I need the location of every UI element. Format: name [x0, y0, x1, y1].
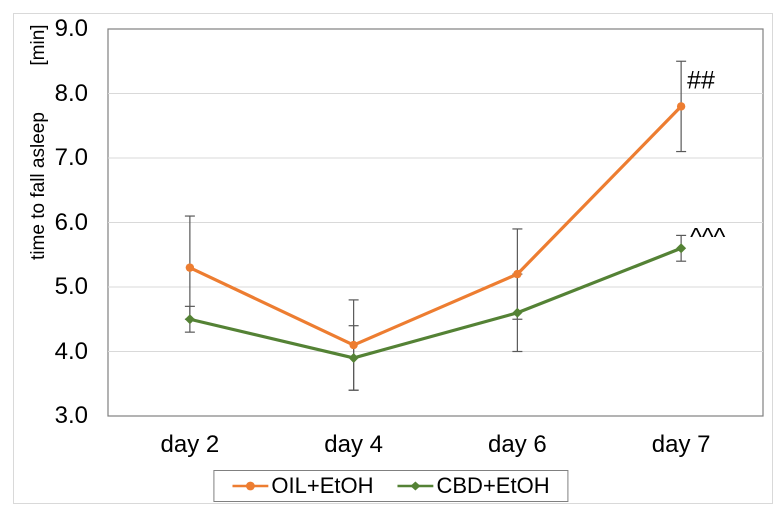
- legend-label: OIL+EtOH: [271, 473, 374, 498]
- y-tick-label: 3.0: [54, 402, 88, 429]
- data-point-oil-etoh: [349, 340, 358, 350]
- data-point-oil-etoh: [676, 102, 686, 111]
- chart-annotation: ##: [687, 67, 715, 95]
- x-tick-label: day 6: [488, 431, 547, 458]
- legend: OIL+EtOH CBD+EtOH: [213, 470, 569, 502]
- series-line-oil-etoh: [188, 104, 683, 347]
- x-tick-label: day 7: [651, 431, 711, 458]
- legend-item: CBD+EtOH: [397, 473, 550, 499]
- data-point-cbd-etoh: [348, 352, 359, 363]
- data-point-cbd-etoh: [512, 307, 523, 318]
- data-point-cbd-etoh: [676, 243, 687, 254]
- chart-annotation: ^^^: [690, 223, 725, 251]
- legend-label: CBD+EtOH: [436, 473, 550, 498]
- y-tick-label: 7.0: [54, 144, 88, 171]
- y-tick-label: 8.0: [54, 79, 88, 107]
- data-point-oil-etoh: [513, 269, 522, 279]
- series-line-cbd-etoh: [188, 246, 683, 360]
- x-tick-label: day 4: [324, 431, 383, 458]
- legend-marker-icon: [232, 481, 269, 491]
- y-tick-label: 6.0: [54, 208, 88, 236]
- y-tick-label: 5.0: [54, 273, 88, 300]
- legend-marker-icon: [397, 481, 434, 491]
- data-point-oil-etoh: [185, 263, 195, 272]
- y-tick-label: 4.0: [54, 337, 88, 365]
- legend-item: OIL+EtOH: [232, 473, 374, 499]
- x-tick-label: day 2: [160, 431, 220, 458]
- y-tick-label: 9.0: [54, 15, 88, 42]
- data-point-cbd-etoh: [184, 314, 195, 325]
